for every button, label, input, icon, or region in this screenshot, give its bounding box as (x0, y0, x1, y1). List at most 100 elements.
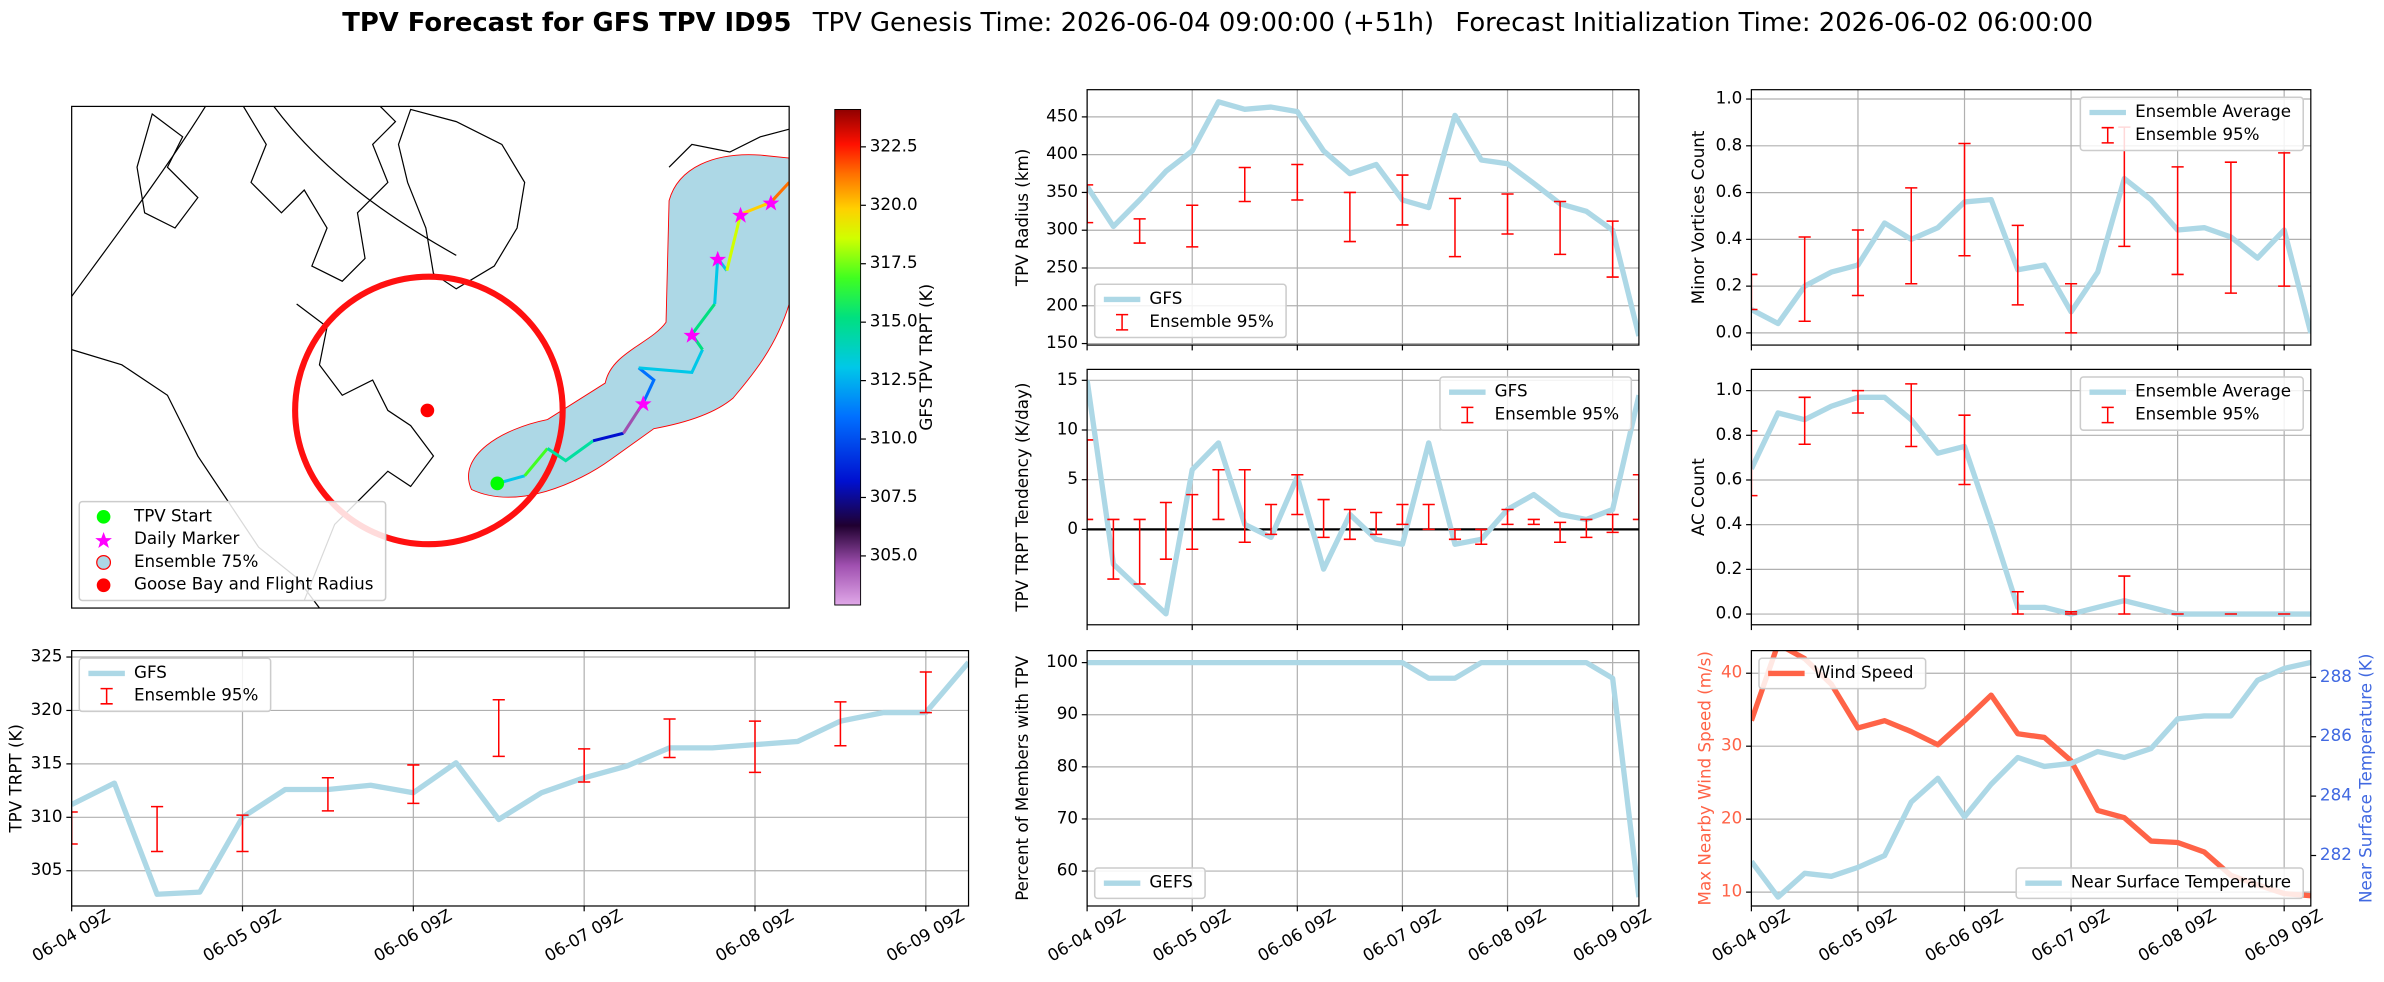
colorbar-tick-label: 320.0 (870, 194, 918, 214)
legend-label: Near Surface Temperature (2071, 872, 2291, 892)
y-axis-label: TPV TRPT (K) (5, 724, 25, 834)
legend-label: GFS (134, 662, 167, 682)
track-segment (638, 348, 704, 375)
error-bar (2011, 224, 2024, 306)
boundary-line (71, 106, 206, 297)
charts: 06-04 09Z 06-05 09Z 06-06 09Z 06-07 09Z 06-0… (5, 88, 2375, 966)
legend-box (1093, 283, 1287, 339)
plot-area (1087, 99, 1639, 337)
coast (668, 128, 790, 168)
error-bar (1317, 498, 1330, 539)
x-tick-label: 06-06 09Z (1921, 905, 2006, 966)
legend-label: Daily Marker (134, 528, 240, 548)
legend-label: GFS (1149, 288, 1182, 308)
daily-markers (634, 194, 780, 412)
x-tick-label: 06-04 09Z (28, 905, 113, 966)
track-segment (739, 200, 772, 216)
y-tick-label: 305 (31, 859, 63, 879)
series-line (71, 660, 969, 897)
plot-area (1751, 650, 2311, 900)
error-bar (1958, 142, 1971, 257)
error-bar (834, 701, 847, 747)
x-tick-label: 06-09 09Z (1569, 905, 1654, 966)
error-bar (1133, 218, 1146, 244)
track-segment (523, 447, 549, 477)
track-segment (725, 213, 743, 271)
error-bar (1554, 200, 1567, 256)
track-segment (769, 181, 790, 204)
y-tick-label: 350 (1046, 181, 1078, 201)
legend-label: GEFS (1149, 872, 1192, 892)
chart-panel: 06-04 09Z 06-05 09Z 06-06 09Z 06-07 09Z 06-0… (1694, 650, 2376, 966)
track-segment (546, 439, 594, 463)
y-tick-label: 70 (1057, 807, 1078, 827)
legend-box (2079, 96, 2304, 152)
y-tick-label: 0.4 (1716, 228, 1743, 248)
y-axis-label: TPV TRPT Tendency (K/day) (1012, 383, 1032, 613)
y-tick-label: 10 (1057, 419, 1078, 439)
error-bar (1798, 396, 1811, 445)
y-tick-label: 0.8 (1716, 424, 1743, 444)
chart-panel: 0.0 0.2 0.4 0.6 0.8 1.0 Minor Vortices Count En… (1688, 88, 2312, 351)
legend-marker (96, 554, 112, 570)
legend-label: Ensemble Average (2135, 101, 2291, 121)
error-bar (151, 805, 164, 853)
legend-errorbar (100, 687, 113, 705)
series-line (1751, 659, 2311, 900)
colorbar-tick-label: 322.5 (870, 135, 918, 155)
legend-box (1758, 657, 1927, 690)
error-bar (1396, 503, 1409, 526)
plot-area (1751, 126, 2311, 334)
y-tick-label: 1.0 (1716, 379, 1743, 399)
legend-entry: Goose Bay and Flight Radius (96, 574, 373, 594)
y2-axis-label: Near Surface Temperature (K) (2356, 654, 2376, 903)
error-bar (2171, 166, 2184, 276)
legend-box (1093, 867, 1206, 900)
error-bar (2118, 575, 2131, 615)
error-bar (1291, 163, 1304, 201)
error-bar (1606, 513, 1619, 534)
error-bar (1343, 191, 1356, 243)
plot-frame (1750, 89, 2312, 346)
legend-marker (95, 532, 112, 549)
plot-area (1087, 659, 1639, 898)
legend-label: Ensemble 75% (134, 551, 258, 571)
y-tick-label: 10 (1721, 881, 1742, 901)
colorbar (834, 108, 862, 606)
colorbar-tick-label: 310.0 (870, 428, 918, 448)
y2-tick-label: 286 (2320, 725, 2352, 745)
error-bar (1527, 518, 1540, 526)
map-panel: 305.0 307.5 310.0 312.5 315.0 317.5 320.0 322.5… (71, 105, 936, 609)
y-tick-label: 200 (1046, 294, 1078, 314)
plot-frame (71, 650, 970, 907)
legend-errorbar (2101, 406, 2114, 424)
legend-label: TPV Start (133, 505, 212, 525)
x-tick-label: 06-07 09Z (541, 905, 626, 966)
x-tick-label: 06-04 09Z (1708, 905, 1793, 966)
y-tick-label: 0.0 (1716, 321, 1743, 341)
y-tick-label: 20 (1721, 808, 1742, 828)
error-bar (236, 814, 249, 853)
x-tick-label: 06-06 09Z (370, 905, 455, 966)
y-tick-label: 1.0 (1716, 88, 1743, 108)
error-bar (407, 764, 420, 805)
y-tick-label: 90 (1057, 703, 1078, 723)
y-tick-label: 60 (1057, 860, 1078, 880)
y-tick-label: 320 (31, 699, 63, 719)
x-tick-label: 06-08 09Z (2134, 905, 2219, 966)
x-tick-label: 06-06 09Z (1254, 905, 1339, 966)
legend: Wind Speed (1758, 657, 1927, 690)
coast (242, 106, 397, 282)
legend-errorbar (1115, 313, 1129, 331)
error-bar (1501, 193, 1514, 235)
flight-radius (292, 273, 566, 548)
track-segment (592, 431, 624, 443)
legend-errorbar (2101, 126, 2114, 144)
legend-box (78, 657, 272, 713)
error-bar (1554, 521, 1567, 544)
error-bar (748, 720, 762, 774)
y-tick-label: 400 (1046, 143, 1078, 163)
plot-frame (1086, 650, 1640, 907)
